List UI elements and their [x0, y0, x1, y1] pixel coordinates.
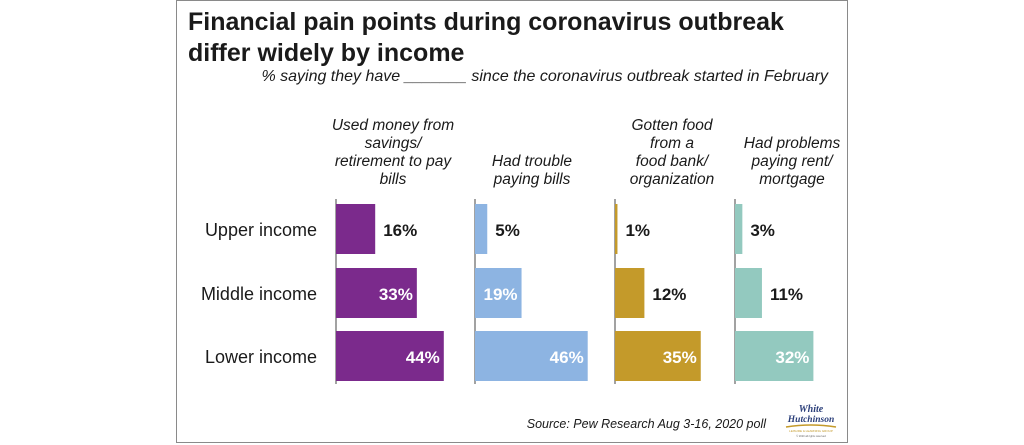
- series-header: savings/: [365, 135, 424, 152]
- bar: [475, 331, 588, 381]
- logo-line2: Hutchinson: [787, 415, 834, 425]
- series-header: Gotten food: [631, 117, 713, 134]
- series-header: paying rent/: [751, 153, 835, 170]
- logo-line1: White: [799, 404, 824, 415]
- series-header: bills: [380, 171, 407, 188]
- bar: [735, 331, 814, 381]
- series-header: Had problems: [744, 135, 841, 152]
- logo-rights: © 2020 all rights reserved: [796, 434, 826, 438]
- data-label: 19%: [484, 285, 518, 304]
- bar: [735, 268, 762, 318]
- data-label: 3%: [750, 221, 775, 240]
- data-label: 44%: [406, 348, 440, 367]
- chart-title: Financial pain points during coronavirus…: [188, 8, 784, 67]
- series-header: retirement to pay: [335, 153, 453, 170]
- bar: [336, 204, 376, 254]
- series-header: Used money from: [332, 117, 454, 134]
- bar: [615, 331, 701, 381]
- data-label: 35%: [663, 348, 697, 367]
- series-header: Had trouble: [492, 153, 573, 170]
- chart-subtitle: % saying they have _______ since the cor…: [261, 68, 828, 85]
- data-label: 32%: [775, 348, 809, 367]
- bar: [475, 204, 488, 254]
- logo-tagline: LEISURE & LEARNING GROUP: [789, 429, 833, 433]
- series-header: food bank/: [636, 153, 710, 170]
- white-hutchinson-logo: White Hutchinson LEISURE & LEARNING GROU…: [785, 404, 837, 438]
- bar: [615, 268, 645, 318]
- bar: [475, 268, 522, 318]
- series-header: organization: [630, 171, 714, 188]
- bar: [615, 204, 618, 254]
- data-label: 16%: [383, 221, 417, 240]
- series-header: from a: [650, 135, 694, 152]
- category-label: Middle income: [201, 284, 317, 304]
- bar: [336, 268, 417, 318]
- data-label: 33%: [379, 285, 413, 304]
- data-label: 12%: [652, 285, 686, 304]
- series-header: mortgage: [759, 171, 825, 188]
- category-label: Lower income: [205, 347, 317, 367]
- category-label: Upper income: [205, 220, 317, 240]
- data-label: 46%: [550, 348, 584, 367]
- data-label: 5%: [495, 221, 520, 240]
- data-label: 1%: [625, 221, 650, 240]
- data-label: 11%: [770, 285, 803, 304]
- source-note: Source: Pew Research Aug 3-16, 2020 poll: [526, 417, 766, 431]
- bar: [735, 204, 743, 254]
- bar: [336, 331, 444, 381]
- series-header: paying bills: [493, 171, 571, 188]
